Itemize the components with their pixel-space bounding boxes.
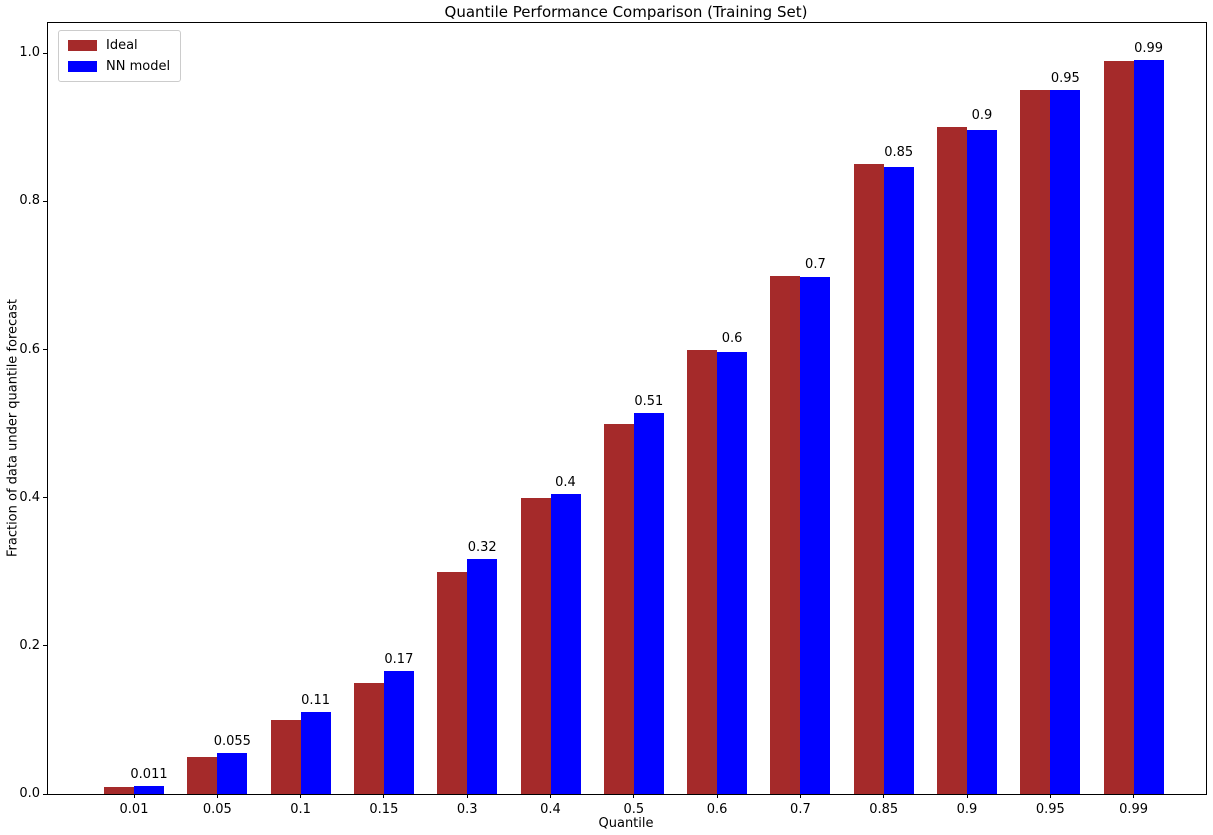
nn-model-bar-0.95 — [1050, 89, 1081, 794]
nn-model-bar-0.3 — [467, 559, 498, 794]
legend-item-ideal: Ideal — [68, 38, 170, 53]
ideal-bar-0.7 — [770, 275, 801, 794]
nn-model-bar-0.05 — [217, 752, 248, 794]
nn-model-bar-0.1 — [300, 711, 331, 794]
ideal-bar-0.99 — [1103, 60, 1134, 794]
x-tick-mark — [799, 794, 801, 798]
ideal-bar-0.01 — [104, 786, 134, 794]
x-tick-label: 0.15 — [369, 802, 399, 817]
ideal-bar-0.4 — [520, 497, 551, 794]
ideal-bar-0.1 — [270, 719, 301, 794]
bar-value-label: 0.85 — [884, 145, 914, 161]
x-tick-label: 0.3 — [456, 802, 478, 817]
y-tick-label: 0.2 — [19, 637, 40, 653]
nn-model-bar-0.99 — [1133, 60, 1164, 794]
ideal-bar-0.3 — [437, 571, 468, 794]
y-tick-label: 0.4 — [19, 489, 40, 505]
nn-model-bar-0.7 — [800, 277, 831, 794]
nn-model-bar-0.9 — [967, 129, 997, 794]
y-tick-mark — [43, 497, 47, 499]
x-tick-mark — [716, 794, 718, 798]
legend-label: Ideal — [106, 38, 138, 53]
x-axis-label: Quantile — [598, 816, 654, 831]
y-tick-mark — [43, 793, 47, 795]
y-tick-label: 0.8 — [19, 193, 40, 209]
bar-value-label: 0.17 — [384, 652, 414, 668]
x-tick-mark — [466, 794, 468, 798]
bar-value-label: 0.32 — [467, 540, 497, 556]
x-tick-label: 0.05 — [202, 802, 232, 817]
ideal-bar-0.05 — [187, 756, 218, 794]
legend: Ideal NN model — [58, 30, 182, 82]
bar-value-label: 0.055 — [213, 733, 251, 749]
bar-value-label: 0.95 — [1050, 70, 1080, 86]
legend-label: NN model — [106, 59, 171, 74]
x-tick-mark — [300, 794, 302, 798]
ideal-bar-0.5 — [603, 423, 634, 794]
x-tick-mark — [1133, 794, 1135, 798]
nn-model-bar-0.01 — [134, 785, 164, 794]
y-axis-label: Fraction of data under quantile forecast — [5, 298, 21, 558]
ideal-bar-0.85 — [853, 164, 884, 794]
x-tick-label: 0.6 — [706, 802, 728, 817]
y-tick-label: 0.6 — [19, 341, 40, 357]
legend-item-nn-model: NN model — [68, 59, 170, 74]
y-tick-mark — [43, 52, 47, 54]
y-tick-mark — [43, 349, 47, 351]
ideal-bar-0.6 — [687, 349, 718, 794]
x-tick-label: 0.4 — [540, 802, 561, 817]
nn-model-bar-0.85 — [883, 167, 914, 794]
bar-value-label: 0.99 — [1134, 41, 1164, 57]
legend-swatch-icon — [68, 61, 97, 72]
chart-title: Quantile Performance Comparison (Trainin… — [444, 3, 808, 21]
bar-value-label: 0.7 — [805, 256, 826, 272]
y-tick-label: 0.0 — [19, 786, 40, 801]
x-tick-label: 0.95 — [1035, 802, 1065, 817]
plot-area: Ideal NN model 0.0 0.2 0.4 0.6 0.8 1.0 0.01 0.01… — [19, 22, 1207, 817]
x-tick-mark — [383, 794, 385, 798]
x-tick-mark — [966, 794, 968, 798]
y-tick-label: 1.0 — [19, 45, 40, 61]
bar-value-label: 0.11 — [301, 692, 331, 708]
ideal-bar-0.9 — [937, 127, 967, 794]
x-tick-label: 0.01 — [119, 802, 149, 817]
legend-swatch-icon — [68, 40, 97, 51]
bar-value-label: 0.9 — [971, 108, 993, 124]
x-tick-label: 0.7 — [790, 802, 811, 817]
x-tick-mark — [133, 794, 135, 798]
bar-value-label: 0.6 — [721, 330, 743, 346]
nn-model-bar-0.15 — [383, 671, 414, 794]
x-tick-mark — [633, 794, 635, 798]
x-tick-label: 0.99 — [1119, 802, 1149, 817]
bar-value-label: 0.011 — [130, 766, 168, 782]
x-tick-label: 0.9 — [956, 802, 978, 817]
y-tick-mark — [43, 200, 47, 202]
ideal-bar-0.95 — [1020, 90, 1051, 794]
x-tick-label: 0.1 — [290, 802, 311, 817]
x-tick-mark — [550, 794, 551, 798]
bar-value-label: 0.4 — [555, 475, 576, 491]
bar-value-label: 0.51 — [634, 394, 664, 410]
x-tick-label: 0.85 — [869, 802, 899, 817]
nn-model-bar-0.5 — [633, 413, 664, 794]
x-tick-mark — [883, 794, 885, 798]
x-tick-mark — [1049, 794, 1051, 798]
x-tick-mark — [216, 794, 218, 798]
nn-model-bar-0.6 — [717, 351, 748, 794]
x-tick-label: 0.5 — [623, 802, 645, 817]
nn-model-bar-0.4 — [550, 494, 581, 794]
y-tick-mark — [43, 645, 47, 647]
ideal-bar-0.15 — [353, 682, 384, 794]
